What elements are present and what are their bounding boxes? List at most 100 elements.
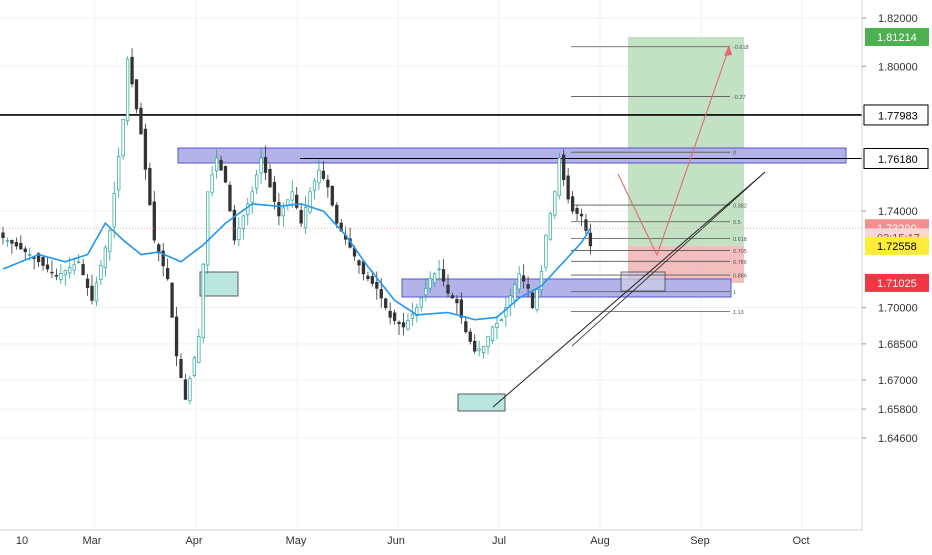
y-tick-label: 1.65800 (878, 404, 918, 416)
candle-body (366, 275, 370, 280)
candle-body (335, 204, 339, 224)
candle-body (490, 326, 495, 341)
candle-body (539, 271, 544, 290)
candle-body (468, 331, 472, 342)
candle-body (410, 313, 415, 319)
candle-body (112, 193, 116, 228)
candle-body (10, 240, 14, 244)
candle-body (259, 157, 263, 174)
target-zone (628, 36, 744, 246)
fib-level-label: 0 (733, 151, 736, 157)
y-tick-label: 1.67000 (878, 375, 918, 387)
candle-body (36, 253, 41, 263)
candle-body (255, 174, 259, 189)
candle-body (90, 285, 94, 301)
fib-level-label: 0.705 (733, 249, 747, 255)
x-tick-label: Apr (185, 535, 202, 547)
candle-body (575, 208, 579, 214)
candle-body (446, 284, 450, 294)
price-label-text: 1.72558 (877, 241, 917, 253)
candle-body (99, 265, 103, 280)
x-tick-label: Sep (690, 535, 710, 547)
supply-zone[interactable] (177, 147, 847, 164)
candle-body (94, 282, 99, 302)
candle-body (317, 169, 321, 184)
candle-body (437, 268, 441, 271)
level-price-box (863, 104, 929, 126)
y-tick-label: 1.80000 (878, 61, 918, 73)
candle-body (441, 269, 446, 282)
candle-body (321, 170, 326, 179)
candle-body (272, 182, 277, 202)
candle-body (290, 191, 294, 201)
candle-body (14, 242, 19, 247)
candle-body (121, 119, 125, 157)
price-label-box (865, 236, 929, 255)
candle-body (513, 284, 517, 301)
candle-body (103, 247, 108, 269)
candle-body (143, 128, 148, 170)
candle-body (388, 310, 392, 318)
candle-body (557, 157, 561, 196)
candle-body (299, 210, 303, 224)
candle-body (562, 154, 566, 181)
candle-body (499, 319, 504, 321)
candle-body (85, 278, 90, 288)
candle-body (486, 336, 490, 348)
candle-body (370, 276, 374, 284)
candle-body (277, 202, 281, 217)
candle-body (379, 289, 383, 299)
candle-body (361, 261, 366, 275)
candle-body (308, 191, 312, 213)
level-price-label: 1.77983 (878, 110, 918, 122)
candle-body (566, 175, 570, 200)
fib-level-label: 1 (733, 290, 736, 296)
trend-line-2[interactable] (571, 171, 766, 347)
candle-body (464, 321, 468, 333)
teal-box-apr[interactable] (199, 271, 239, 297)
candle-body (526, 284, 530, 289)
fib-level-label: -0.618 (733, 45, 749, 51)
candle-body (130, 56, 134, 85)
moving-average-line[interactable] (2, 203, 592, 321)
candle-body (406, 320, 410, 330)
candle-body (548, 213, 552, 240)
candle-body (508, 295, 512, 306)
candle-body (433, 273, 437, 284)
candle-body (312, 180, 317, 191)
candle-body (392, 312, 397, 321)
candle-body (201, 263, 205, 338)
demand-zone[interactable] (401, 278, 732, 298)
x-tick-label: Mar (83, 535, 102, 547)
candle-body (521, 275, 526, 282)
x-tick-label: Jun (387, 535, 405, 547)
candle-body (530, 292, 535, 309)
trend-line[interactable] (492, 171, 766, 408)
candle-body (250, 191, 254, 203)
fib-level-label: 0.786 (733, 260, 747, 266)
fib-level-label: 1.13 (733, 310, 744, 316)
x-tick-label: 10 (16, 535, 28, 547)
candle-body (197, 336, 201, 363)
candle-body (19, 243, 23, 250)
candle-body (134, 79, 139, 110)
candle-body (246, 203, 250, 215)
candle-body (375, 281, 379, 289)
candle-body (553, 191, 557, 216)
price-label-text: 1.81214 (877, 32, 917, 44)
candle-body (584, 219, 588, 231)
price-label-text: 1.71025 (877, 278, 917, 290)
projection-arrow[interactable] (617, 47, 730, 257)
candle-body (419, 297, 423, 308)
candle-body (544, 234, 548, 268)
candle-body (170, 282, 174, 318)
x-tick-label: May (286, 535, 307, 547)
candle-body (152, 201, 156, 241)
candle-body (263, 157, 268, 173)
y-tick-label: 1.82000 (878, 13, 918, 25)
candle-body (108, 230, 112, 252)
x-tick-label: Jul (492, 535, 506, 547)
candle-body (232, 209, 237, 241)
